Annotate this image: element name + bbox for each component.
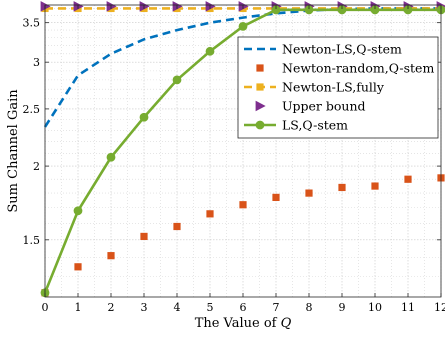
- x-tick-label: 12: [434, 301, 445, 314]
- data-point: [107, 252, 115, 260]
- legend-item: Upper bound: [255, 99, 366, 114]
- legend: Newton-LS,Q-stem Newton-random,Q-stem Newt…: [237, 36, 439, 139]
- legend-marker-sample: [255, 100, 266, 112]
- y-axis-label: Sum Channel Gain: [6, 89, 21, 213]
- legend-label: Newton-random,Q-stem: [282, 61, 434, 76]
- data-point: [305, 189, 313, 197]
- legend-label: Newton-LS,Q-stem: [282, 42, 402, 57]
- series-group: [41, 174, 445, 297]
- y-tick-label: 2: [33, 160, 40, 173]
- x-tick-label: 7: [273, 301, 280, 314]
- data-point: [74, 263, 82, 271]
- legend-item: Newton-LS,fully: [244, 80, 385, 95]
- x-tick-label: 4: [174, 301, 181, 314]
- legend-item: LS,Q-stem: [244, 118, 348, 133]
- x-tick-label: 9: [339, 301, 346, 314]
- data-point: [371, 182, 379, 190]
- data-point: [238, 21, 248, 31]
- data-point: [139, 112, 149, 122]
- legend-item: Newton-LS,Q-stem: [244, 42, 402, 57]
- data-point: [173, 222, 181, 231]
- data-point: [106, 152, 116, 162]
- legend-marker-sample: [256, 64, 264, 72]
- x-tick-label: 1: [75, 301, 82, 314]
- legend-label: LS,Q-stem: [282, 118, 348, 133]
- x-axis-ticks: 0 1 2 3 4 5 6 7 8 9 10 11 12: [42, 5, 445, 314]
- legend-label: Upper bound: [282, 99, 366, 114]
- x-tick-label: 6: [240, 301, 247, 314]
- legend-item: Newton-random,Q-stem: [256, 61, 434, 76]
- x-axis-label-prefix: The Value of: [195, 316, 281, 331]
- x-tick-label: 5: [207, 301, 214, 314]
- series-group: [40, 5, 445, 298]
- x-tick-label: 8: [306, 301, 313, 314]
- x-axis-label: The Value of Q: [195, 316, 292, 331]
- x-tick-label: 10: [368, 301, 382, 314]
- data-point: [172, 75, 182, 85]
- x-tick-label: 11: [401, 301, 415, 314]
- legend-marker-sample: [256, 83, 264, 91]
- x-axis-label-variable: Q: [281, 316, 292, 331]
- data-point: [205, 46, 215, 56]
- y-tick-label: 3: [33, 56, 40, 69]
- legend-marker-sample: [255, 120, 265, 130]
- data-point: [404, 175, 412, 183]
- y-tick-label: 1.5: [23, 234, 41, 247]
- x-tick-label: 3: [141, 301, 148, 314]
- data-point: [338, 183, 346, 192]
- data-point: [206, 210, 214, 218]
- data-point: [239, 201, 247, 209]
- x-tick-label: 2: [108, 301, 115, 314]
- y-tick-label: 3.5: [23, 17, 41, 30]
- data-point: [140, 232, 148, 241]
- legend-label: Newton-LS,fully: [282, 80, 385, 95]
- y-axis-ticks: 1.5 2 2.5 3 3.5: [23, 17, 441, 247]
- data-point: [272, 193, 280, 201]
- x-tick-label: 0: [42, 301, 49, 314]
- data-point: [73, 206, 83, 216]
- y-tick-label: 2.5: [23, 103, 41, 116]
